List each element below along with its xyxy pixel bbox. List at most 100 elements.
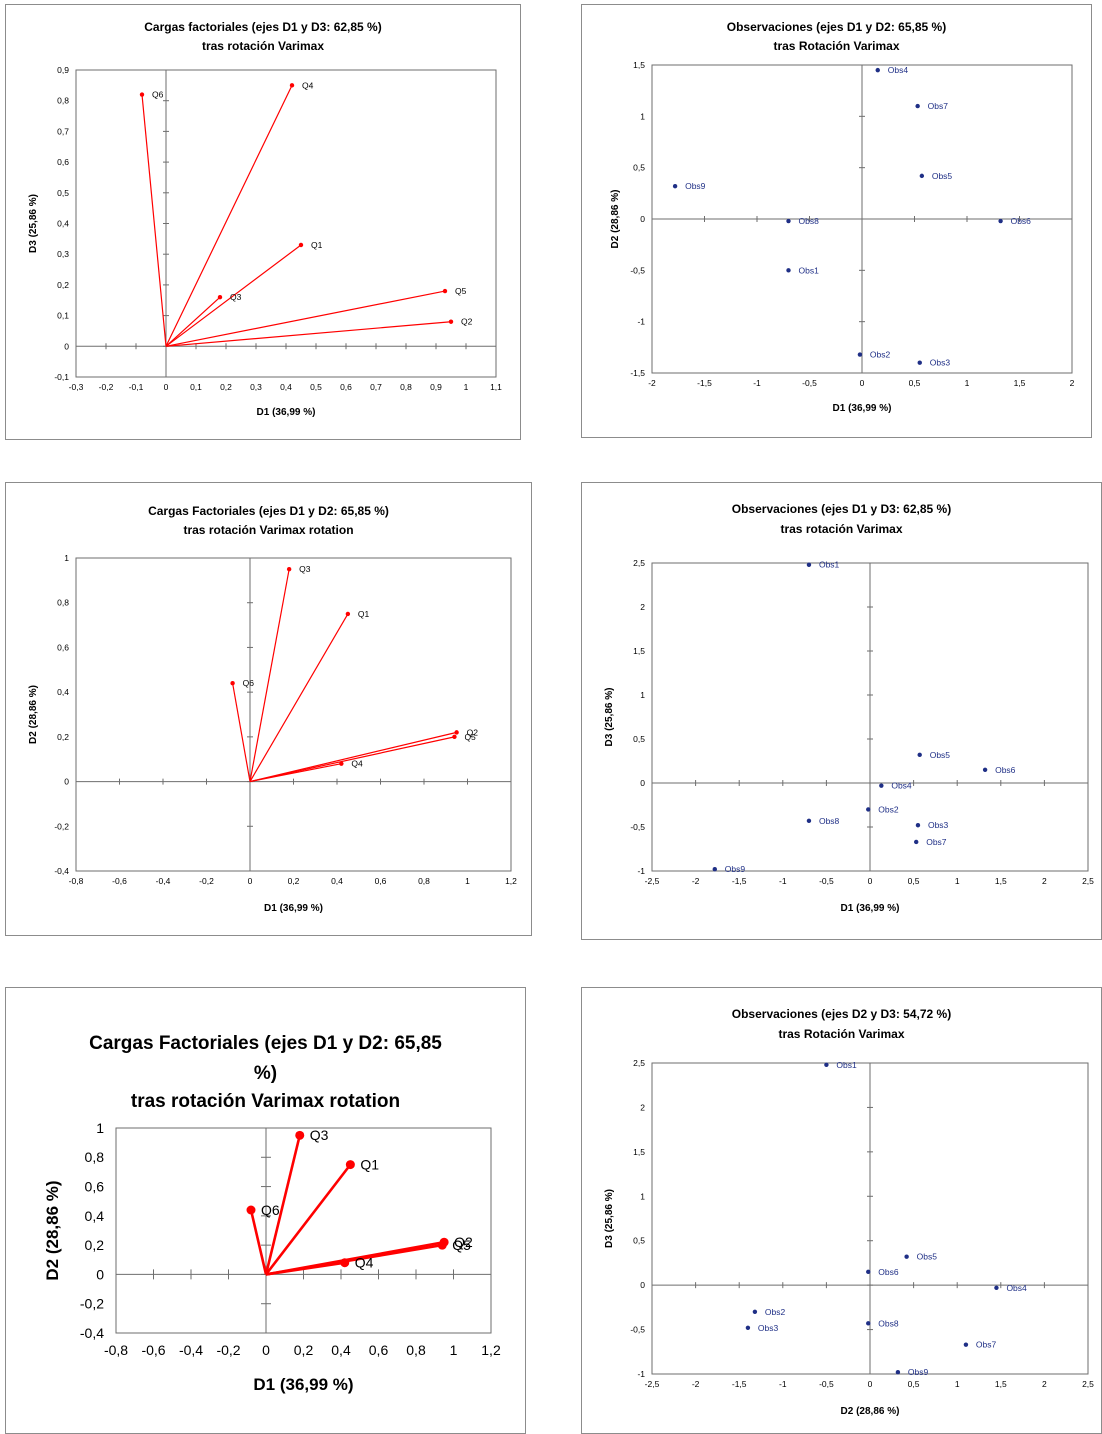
point-label-obs2: Obs2 [878,804,899,814]
point-label-q1: Q1 [358,609,370,619]
observation-point-obs2 [866,807,871,812]
y-tick-label: 1 [640,1191,645,1201]
chart-title-line: %) [254,1063,277,1084]
c2-svg: Observaciones (ejes D1 y D2: 65,85 %) tra… [610,20,1075,414]
point-label-q3: Q3 [230,292,242,302]
chart-title-line: tras Rotación Varimax [778,1027,904,1041]
x-axis-label: D2 (28,86 %) [841,1406,900,1417]
observation-point-obs4 [879,783,884,788]
y-tick-label: 0,3 [57,249,69,259]
point-label-obs4: Obs4 [891,781,912,791]
observation-point-obs3 [915,823,921,828]
point-label-obs6: Obs6 [878,1267,899,1277]
plot-area [75,557,512,872]
y-tick-label: 1,5 [633,1147,645,1157]
x-tick-label: -0,8 [69,876,84,886]
observation-point-obs2 [752,1309,758,1314]
point-label-q6: Q6 [243,678,255,688]
point-label-obs8: Obs8 [819,816,840,826]
y-tick-label: 0,5 [633,734,645,744]
x-tick-label: 0 [248,876,253,886]
observation-point-obs5 [904,1254,909,1259]
observation-point-obs5 [917,752,922,758]
point-label-obs3: Obs3 [758,1323,779,1333]
loading-point-q6 [246,1205,256,1215]
loading-vector-q6 [232,683,251,782]
y-tick-label: 0,2 [85,1237,105,1253]
loading-point-q6 [230,681,235,686]
loading-point-q4 [289,83,295,88]
point-label-obs3: Obs3 [930,358,951,368]
c5-svg: Cargas Factoriales (ejes D1 y D2: 65,85%… [43,1033,501,1394]
loading-point-q4 [340,1258,350,1268]
point-label-obs9: Obs9 [685,181,706,191]
point-label-obs8: Obs8 [799,216,820,226]
loadings-d1-d2-chart: Cargas Factoriales (ejes D1 y D2: 65,85 … [5,482,532,936]
point-label-q4: Q4 [355,1255,374,1271]
loading-vector-q5 [165,290,446,347]
observations-d1-d2-chart: Observaciones (ejes D1 y D2: 65,85 %) tra… [581,4,1092,438]
y-tick-label: 0,2 [57,280,69,290]
chart-title-line: Observaciones (ejes D2 y D3: 54,72 %) [732,1007,951,1021]
y-tick-label: 0,6 [57,642,69,652]
plot-area [75,69,497,378]
y-tick-label: -0,1 [54,372,69,382]
x-tick-label: -2,5 [645,876,660,886]
x-tick-label: 1,1 [490,382,502,392]
y-tick-label: -1 [637,866,645,876]
y-axis-label: D3 (25,86 %) [604,1189,615,1248]
y-tick-label: 0,1 [57,311,69,321]
y-tick-label: 0,4 [57,687,69,697]
x-tick-label: -0,6 [141,1342,165,1358]
y-tick-label: 0,8 [85,1149,105,1165]
point-label-obs1: Obs1 [836,1060,857,1070]
chart-title-line: Cargas Factoriales (ejes D1 y D2: 65,85 [89,1033,442,1054]
x-tick-label: 0,5 [908,876,920,886]
chart-title-line: tras rotación Varimax rotation [183,523,353,537]
x-axis-label: D1 (36,99 %) [264,903,323,914]
x-axis-label: D1 (36,99 %) [833,403,892,414]
y-tick-label: -1,5 [630,368,645,378]
x-tick-label: 0,7 [370,382,382,392]
y-tick-label: 0,5 [57,188,69,198]
y-tick-label: 0,5 [633,163,645,173]
x-tick-label: -0,2 [99,382,114,392]
loading-point-q3 [286,566,292,572]
observation-point-obs6 [866,1269,871,1275]
y-tick-label: 1 [96,1120,104,1136]
loading-point-q5 [437,1240,447,1250]
x-tick-label: 0,5 [310,382,322,392]
point-label-q2: Q2 [461,317,473,327]
x-tick-label: 1,5 [995,876,1007,886]
point-label-q2: Q2 [467,727,479,737]
observation-point-obs7 [914,839,919,845]
y-tick-label: -0,4 [54,866,69,876]
x-tick-label: -1 [779,876,787,886]
loading-point-q4 [339,761,344,766]
point-label-q5: Q5 [464,732,476,742]
loading-vector-q3 [264,1135,302,1275]
y-tick-label: -0,4 [80,1325,104,1341]
loading-point-q5 [452,734,457,740]
loading-vector-q6 [141,94,167,347]
point-label-q1: Q1 [360,1157,379,1173]
point-label-q3: Q3 [299,564,311,574]
point-label-q5: Q5 [455,286,467,296]
chart-title-line: tras rotación Varimax [780,522,902,536]
point-label-obs4: Obs4 [1006,1283,1027,1293]
observation-point-obs7 [963,1342,969,1347]
point-label-q4: Q4 [302,80,314,90]
x-tick-label: 1,5 [995,1379,1007,1389]
loading-point-q1 [345,611,351,617]
x-axis-label: D1 (36,99 %) [253,1375,353,1394]
x-tick-label: -0,6 [112,876,127,886]
loading-vector-q3 [249,569,290,782]
observation-point-obs2 [857,352,863,357]
x-tick-label: 0 [164,382,169,392]
loading-vector-q1 [165,244,302,347]
x-tick-label: -0,4 [156,876,171,886]
point-label-q2: Q2 [454,1234,473,1250]
x-tick-label: -1,5 [732,876,747,886]
x-tick-label: 1 [965,378,970,388]
x-tick-label: -0,2 [199,876,214,886]
